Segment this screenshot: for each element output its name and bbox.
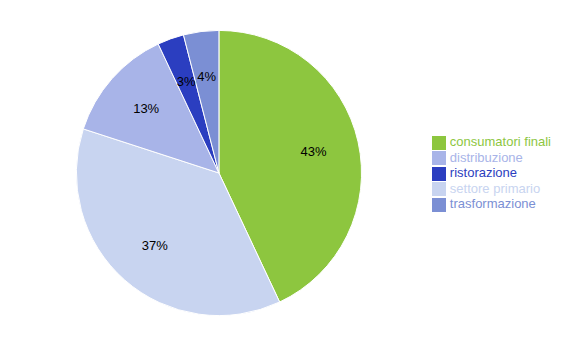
html-text:distribuzione: distribuzione bbox=[449, 149, 523, 165]
html-text:settore primario: settore primario bbox=[449, 180, 541, 196]
html-text:trasformazione: trasformazione bbox=[449, 196, 536, 212]
svg-text:3%: 3% bbox=[177, 74, 196, 89]
svg-text:13%: 13% bbox=[133, 101, 159, 116]
svg-text:43%: 43% bbox=[301, 144, 327, 159]
svg-text:37%: 37% bbox=[142, 238, 168, 253]
svg-text:4%: 4% bbox=[197, 69, 216, 84]
html-text:ristorazione: ristorazione bbox=[449, 165, 517, 181]
html-text:consumatori finali: consumatori finali bbox=[449, 134, 551, 150]
